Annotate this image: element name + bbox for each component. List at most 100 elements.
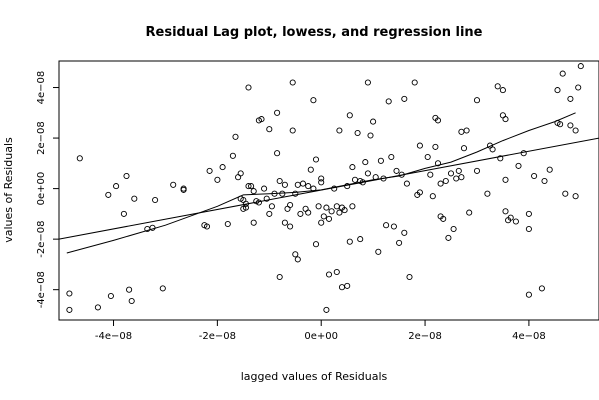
data-point — [126, 286, 133, 293]
y-tick-label: 0e+00 — [36, 172, 47, 206]
data-point — [325, 271, 333, 278]
data-point — [261, 185, 268, 192]
data-point — [113, 183, 120, 190]
data-point — [294, 256, 301, 263]
data-point — [442, 177, 449, 185]
data-point — [318, 219, 325, 226]
data-point — [76, 155, 83, 162]
data-point — [289, 127, 296, 134]
data-point — [455, 167, 462, 174]
y-axis-label: values of Residuals — [2, 137, 15, 243]
data-point — [206, 167, 213, 174]
data-point — [312, 156, 320, 163]
data-point — [367, 132, 374, 139]
data-point — [406, 273, 413, 281]
data-point — [520, 150, 527, 157]
data-point — [362, 159, 369, 166]
data-point — [377, 157, 384, 164]
data-point — [531, 172, 538, 180]
data-point — [411, 79, 418, 86]
data-point — [388, 153, 395, 161]
data-point — [434, 160, 442, 167]
data-point — [380, 175, 387, 182]
data-point — [263, 195, 270, 202]
data-point — [572, 193, 579, 200]
data-point — [416, 142, 423, 149]
data-point — [403, 180, 410, 187]
lowess-line — [66, 112, 576, 254]
data-point — [515, 162, 522, 169]
data-point — [242, 204, 249, 211]
x-tick-label: -4e−08 — [95, 331, 132, 342]
data-point — [305, 209, 312, 216]
data-point — [232, 133, 239, 140]
data-point — [248, 183, 255, 190]
data-point — [434, 117, 442, 124]
data-point — [328, 208, 335, 215]
data-point — [502, 176, 509, 183]
fit-lines — [58, 112, 599, 254]
data-point — [572, 127, 579, 134]
data-point — [336, 209, 343, 216]
data-point — [344, 183, 351, 190]
data-point — [315, 203, 322, 210]
y-tick-label: -2e−08 — [36, 221, 47, 258]
data-point — [258, 116, 265, 123]
data-point — [292, 251, 299, 258]
y-tick-label: 4e−08 — [36, 71, 47, 105]
data-point — [460, 145, 468, 152]
y-tick-label: -4e−08 — [36, 271, 47, 308]
scatter-points — [66, 63, 584, 313]
data-point — [338, 284, 346, 291]
data-point — [302, 205, 309, 212]
data-point — [364, 170, 371, 177]
data-point — [237, 170, 244, 177]
data-point — [229, 152, 236, 159]
data-point — [105, 191, 112, 198]
data-point — [499, 87, 506, 94]
x-tick-label: -2e−08 — [199, 331, 236, 342]
data-point — [180, 186, 187, 193]
x-axis-label: lagged values of Residuals — [241, 370, 388, 383]
data-point — [94, 304, 101, 311]
data-point — [499, 112, 506, 119]
data-point — [427, 171, 434, 178]
data-point — [294, 181, 301, 188]
data-point — [287, 201, 294, 209]
data-point — [120, 210, 127, 217]
x-tick-label: 0e+00 — [304, 331, 338, 342]
data-point — [336, 127, 343, 134]
data-point — [123, 172, 130, 180]
data-point — [287, 223, 294, 230]
data-point — [349, 164, 356, 171]
data-point — [507, 214, 514, 221]
data-point — [489, 146, 496, 153]
data-point — [525, 210, 532, 217]
data-point — [359, 179, 366, 186]
data-point — [323, 306, 330, 313]
data-point — [437, 180, 444, 187]
data-point — [333, 203, 340, 210]
data-point — [567, 95, 574, 102]
x-tick-label: 4e−08 — [512, 331, 546, 342]
data-point — [250, 219, 257, 226]
data-point — [274, 109, 281, 116]
data-point — [562, 190, 569, 197]
data-point — [245, 84, 252, 91]
data-point — [281, 181, 288, 188]
data-point — [375, 248, 382, 255]
data-point — [284, 205, 291, 212]
data-point — [66, 306, 73, 313]
data-point — [131, 195, 138, 202]
data-point — [331, 185, 338, 192]
data-point — [170, 181, 177, 188]
data-point — [453, 175, 460, 182]
data-point — [107, 292, 114, 300]
data-point — [299, 180, 307, 187]
data-point — [370, 118, 377, 125]
data-point — [310, 185, 317, 192]
data-point — [351, 176, 359, 183]
data-point — [401, 229, 408, 236]
